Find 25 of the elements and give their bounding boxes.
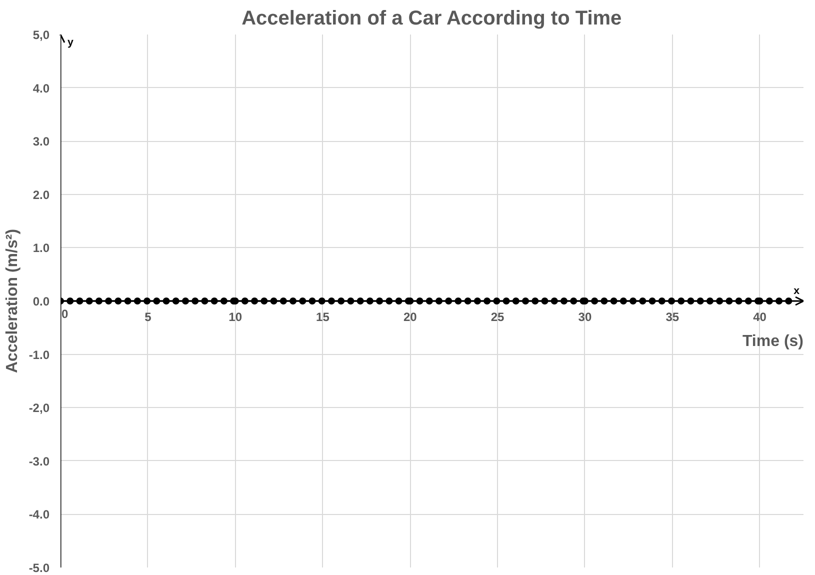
y-tick-label: 3.0	[32, 134, 50, 149]
annotation: y	[68, 36, 74, 48]
y-tick-label: -4.0	[28, 508, 50, 522]
y-tick-label: 4.0	[32, 81, 50, 96]
x-tick-label: 5	[144, 310, 152, 324]
y-tick-label: 1.0	[32, 241, 50, 256]
y-tick-label: 2.0	[32, 188, 50, 202]
x-tick-label: 20	[403, 310, 418, 324]
annotation: x	[794, 285, 800, 297]
x-tick-label: 10	[228, 310, 242, 324]
y-tick-label: 0.0	[32, 294, 50, 308]
y-tick-label: 5,0	[32, 28, 50, 42]
x-tick-label: 15	[316, 310, 330, 324]
y-tick-label: -5.0	[28, 561, 50, 575]
x-tick-label: 40	[753, 310, 767, 324]
y-tick-label: -3.0	[28, 454, 50, 468]
y-tick-label: -1.0	[28, 348, 50, 362]
x-tick-label: 25	[490, 310, 505, 324]
x-axis-title: Time (s)	[742, 333, 804, 350]
y-axis-title: Acceleration (m/s²)	[4, 228, 21, 374]
x-tick-label: 35	[666, 310, 680, 324]
chart-title: Acceleration of a Car According to Time	[242, 8, 622, 30]
x-tick-label: 30	[578, 310, 592, 324]
y-tick-label: -2,0	[28, 401, 50, 416]
x-tick-label: 0	[62, 307, 68, 321]
